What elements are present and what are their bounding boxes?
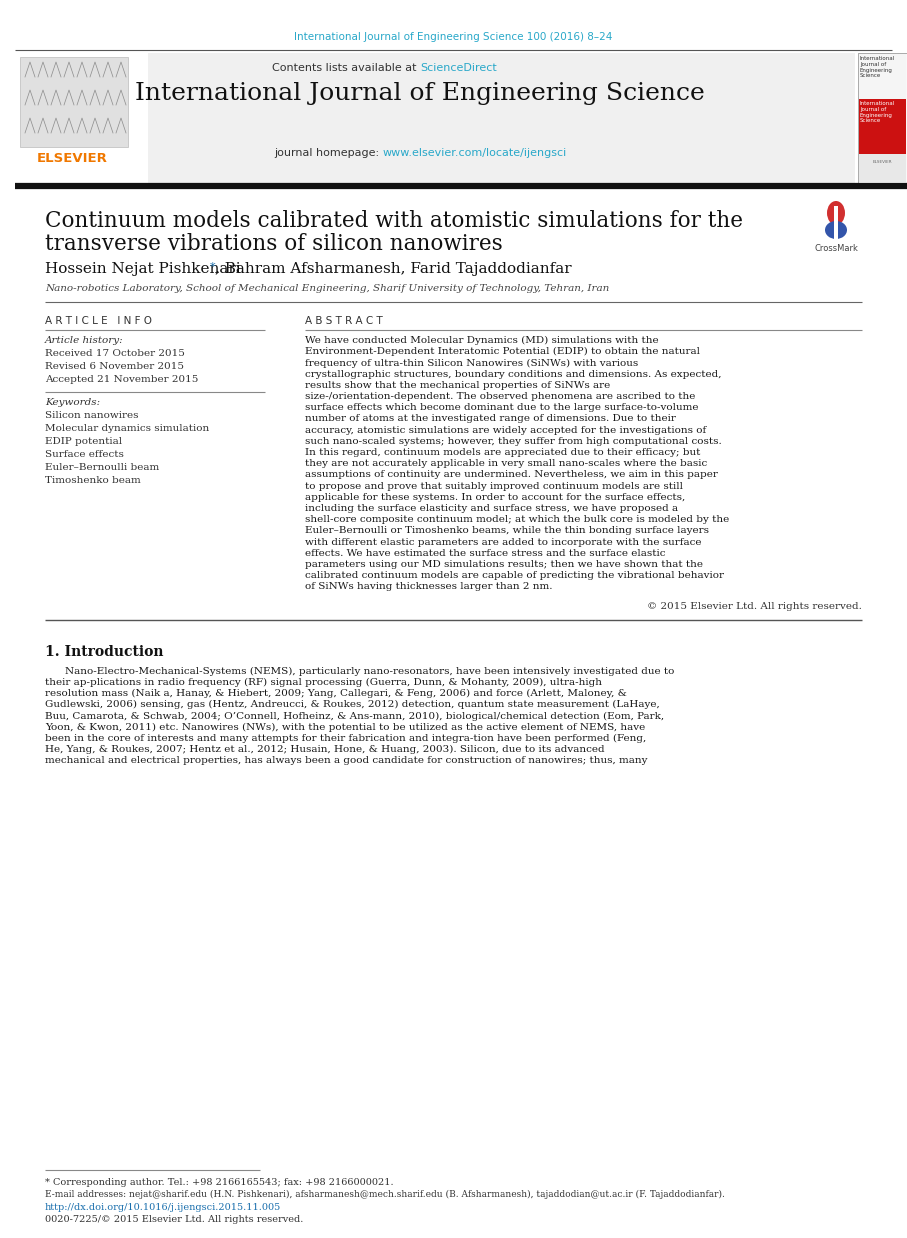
Bar [15, 53, 855, 183]
Text: parameters using our MD simulations results; then we have shown that the: parameters using our MD simulations resu… [305, 560, 703, 569]
Text: Silicon nanowires: Silicon nanowires [45, 411, 139, 420]
Bar [858, 53, 907, 183]
Text: Keywords:: Keywords: [45, 397, 100, 407]
Text: Timoshenko beam: Timoshenko beam [45, 475, 141, 485]
Text: ELSEVIER: ELSEVIER [873, 160, 892, 163]
Bar [834, 206, 838, 241]
Text: been in the core of interests and many attempts for their fabrication and integr: been in the core of interests and many a… [45, 734, 647, 743]
Text: International
Journal of
Engineering
Science: International Journal of Engineering Sci… [860, 102, 895, 124]
Text: International
Journal of
Engineering
Science: International Journal of Engineering Sci… [860, 56, 895, 78]
Text: Contents lists available at: Contents lists available at [272, 63, 420, 73]
Text: Received 17 October 2015: Received 17 October 2015 [45, 349, 185, 358]
Bar [148, 53, 840, 183]
Text: Revised 6 November 2015: Revised 6 November 2015 [45, 361, 184, 371]
Text: , Bahram Afsharmanesh, Farid Tajaddodianfar: , Bahram Afsharmanesh, Farid Tajaddodian… [215, 262, 571, 276]
Bar [20, 57, 128, 147]
Ellipse shape [827, 201, 845, 225]
Text: http://dx.doi.org/10.1016/j.ijengsci.2015.11.005: http://dx.doi.org/10.1016/j.ijengsci.201… [45, 1203, 281, 1212]
Bar [859, 54, 906, 99]
Text: We have conducted Molecular Dynamics (MD) simulations with the: We have conducted Molecular Dynamics (MD… [305, 335, 658, 345]
Text: www.elsevier.com/locate/ijengsci: www.elsevier.com/locate/ijengsci [383, 149, 567, 158]
Text: Euler–Bernoulli or Timoshenko beams, while the thin bonding surface layers: Euler–Bernoulli or Timoshenko beams, whi… [305, 526, 709, 535]
Text: E-mail addresses: nejat@sharif.edu (H.N. Pishkenari), afsharmanesh@mech.sharif.e: E-mail addresses: nejat@sharif.edu (H.N.… [45, 1190, 725, 1200]
Text: crystallographic structures, boundary conditions and dimensions. As expected,: crystallographic structures, boundary co… [305, 370, 721, 379]
Text: effects. We have estimated the surface stress and the surface elastic: effects. We have estimated the surface s… [305, 548, 666, 558]
Text: Molecular dynamics simulation: Molecular dynamics simulation [45, 423, 210, 433]
Text: number of atoms at the investigated range of dimensions. Due to their: number of atoms at the investigated rang… [305, 415, 676, 423]
Text: He, Yang, & Roukes, 2007; Hentz et al., 2012; Husain, Hone, & Huang, 2003). Sili: He, Yang, & Roukes, 2007; Hentz et al., … [45, 745, 605, 754]
Text: Accepted 21 November 2015: Accepted 21 November 2015 [45, 375, 199, 384]
Bar [858, 53, 907, 183]
Text: to propose and prove that suitably improved continuum models are still: to propose and prove that suitably impro… [305, 482, 683, 490]
Text: Surface effects: Surface effects [45, 449, 124, 459]
Text: calibrated continuum models are capable of predicting the vibrational behavior: calibrated continuum models are capable … [305, 571, 724, 581]
Text: CrossMark: CrossMark [814, 244, 858, 253]
Text: results show that the mechanical properties of SiNWs are: results show that the mechanical propert… [305, 381, 610, 390]
Text: Buu, Camarota, & Schwab, 2004; O’Connell, Hofheinz, & Ans-mann, 2010), biologica: Buu, Camarota, & Schwab, 2004; O’Connell… [45, 712, 664, 721]
Text: 0020-7225/© 2015 Elsevier Ltd. All rights reserved.: 0020-7225/© 2015 Elsevier Ltd. All right… [45, 1214, 303, 1224]
Text: Nano-robotics Laboratory, School of Mechanical Engineering, Sharif University of: Nano-robotics Laboratory, School of Mech… [45, 284, 610, 293]
Text: their ap-plications in radio frequency (RF) signal processing (Guerra, Dunn, & M: their ap-plications in radio frequency (… [45, 677, 602, 687]
Text: International Journal of Engineering Science: International Journal of Engineering Sci… [135, 82, 705, 105]
Text: Environment-Dependent Interatomic Potential (EDIP) to obtain the natural: Environment-Dependent Interatomic Potent… [305, 347, 700, 357]
Text: assumptions of continuity are undermined. Nevertheless, we aim in this paper: assumptions of continuity are undermined… [305, 470, 717, 479]
Text: * Corresponding author. Tel.: +98 2166165543; fax: +98 2166000021.: * Corresponding author. Tel.: +98 216616… [45, 1179, 394, 1187]
Text: of SiNWs having thicknesses larger than 2 nm.: of SiNWs having thicknesses larger than … [305, 582, 552, 592]
Text: ELSEVIER: ELSEVIER [36, 152, 107, 165]
Text: mechanical and electrical properties, has always been a good candidate for const: mechanical and electrical properties, ha… [45, 756, 648, 765]
Text: International Journal of Engineering Science 100 (2016) 8–24: International Journal of Engineering Sci… [294, 32, 612, 42]
Text: Continuum models calibrated with atomistic simulations for the: Continuum models calibrated with atomist… [45, 210, 743, 232]
Bar [859, 154, 906, 182]
Text: A B S T R A C T: A B S T R A C T [305, 316, 383, 326]
Text: Nano-Electro-Mechanical-Systems (NEMS), particularly nano-resonators, have been : Nano-Electro-Mechanical-Systems (NEMS), … [65, 666, 675, 676]
Ellipse shape [825, 222, 847, 239]
Text: © 2015 Elsevier Ltd. All rights reserved.: © 2015 Elsevier Ltd. All rights reserved… [647, 602, 862, 610]
Text: resolution mass (Naik a, Hanay, & Hiebert, 2009; Yang, Callegari, & Feng, 2006) : resolution mass (Naik a, Hanay, & Hieber… [45, 690, 627, 698]
Text: applicable for these systems. In order to account for the surface effects,: applicable for these systems. In order t… [305, 493, 686, 501]
Text: EDIP potential: EDIP potential [45, 437, 122, 446]
Text: such nano-scaled systems; however, they suffer from high computational costs.: such nano-scaled systems; however, they … [305, 437, 722, 446]
Bar [15, 53, 148, 183]
Text: journal homepage:: journal homepage: [275, 149, 383, 158]
Text: Euler–Bernoulli beam: Euler–Bernoulli beam [45, 463, 160, 472]
Text: surface effects which become dominant due to the large surface-to-volume: surface effects which become dominant du… [305, 404, 698, 412]
Text: accuracy, atomistic simulations are widely accepted for the investigations of: accuracy, atomistic simulations are wide… [305, 426, 707, 435]
Text: Hossein Nejat Pishkenari: Hossein Nejat Pishkenari [45, 262, 240, 276]
Text: In this regard, continuum models are appreciated due to their efficacy; but: In this regard, continuum models are app… [305, 448, 700, 457]
Text: with different elastic parameters are added to incorporate with the surface: with different elastic parameters are ad… [305, 537, 701, 547]
Text: ScienceDirect: ScienceDirect [420, 63, 497, 73]
Text: Article history:: Article history: [45, 335, 123, 345]
Text: including the surface elasticity and surface stress, we have proposed a: including the surface elasticity and sur… [305, 504, 678, 513]
Text: transverse vibrations of silicon nanowires: transverse vibrations of silicon nanowir… [45, 233, 502, 255]
Text: Yoon, & Kwon, 2011) etc. Nanowires (NWs), with the potential to be utilized as t: Yoon, & Kwon, 2011) etc. Nanowires (NWs)… [45, 723, 645, 732]
Bar [859, 99, 906, 154]
Text: 1. Introduction: 1. Introduction [45, 645, 163, 659]
Text: size-/orientation-dependent. The observed phenomena are ascribed to the: size-/orientation-dependent. The observe… [305, 392, 696, 401]
Text: *: * [210, 262, 216, 272]
Text: shell-core composite continuum model; at which the bulk core is modeled by the: shell-core composite continuum model; at… [305, 515, 729, 524]
Text: frequency of ultra-thin Silicon Nanowires (SiNWs) with various: frequency of ultra-thin Silicon Nanowire… [305, 358, 639, 368]
Text: A R T I C L E   I N F O: A R T I C L E I N F O [45, 316, 152, 326]
Text: Gudlewski, 2006) sensing, gas (Hentz, Andreucci, & Roukes, 2012) detection, quan: Gudlewski, 2006) sensing, gas (Hentz, An… [45, 701, 659, 709]
Text: they are not accurately applicable in very small nano-scales where the basic: they are not accurately applicable in ve… [305, 459, 707, 468]
